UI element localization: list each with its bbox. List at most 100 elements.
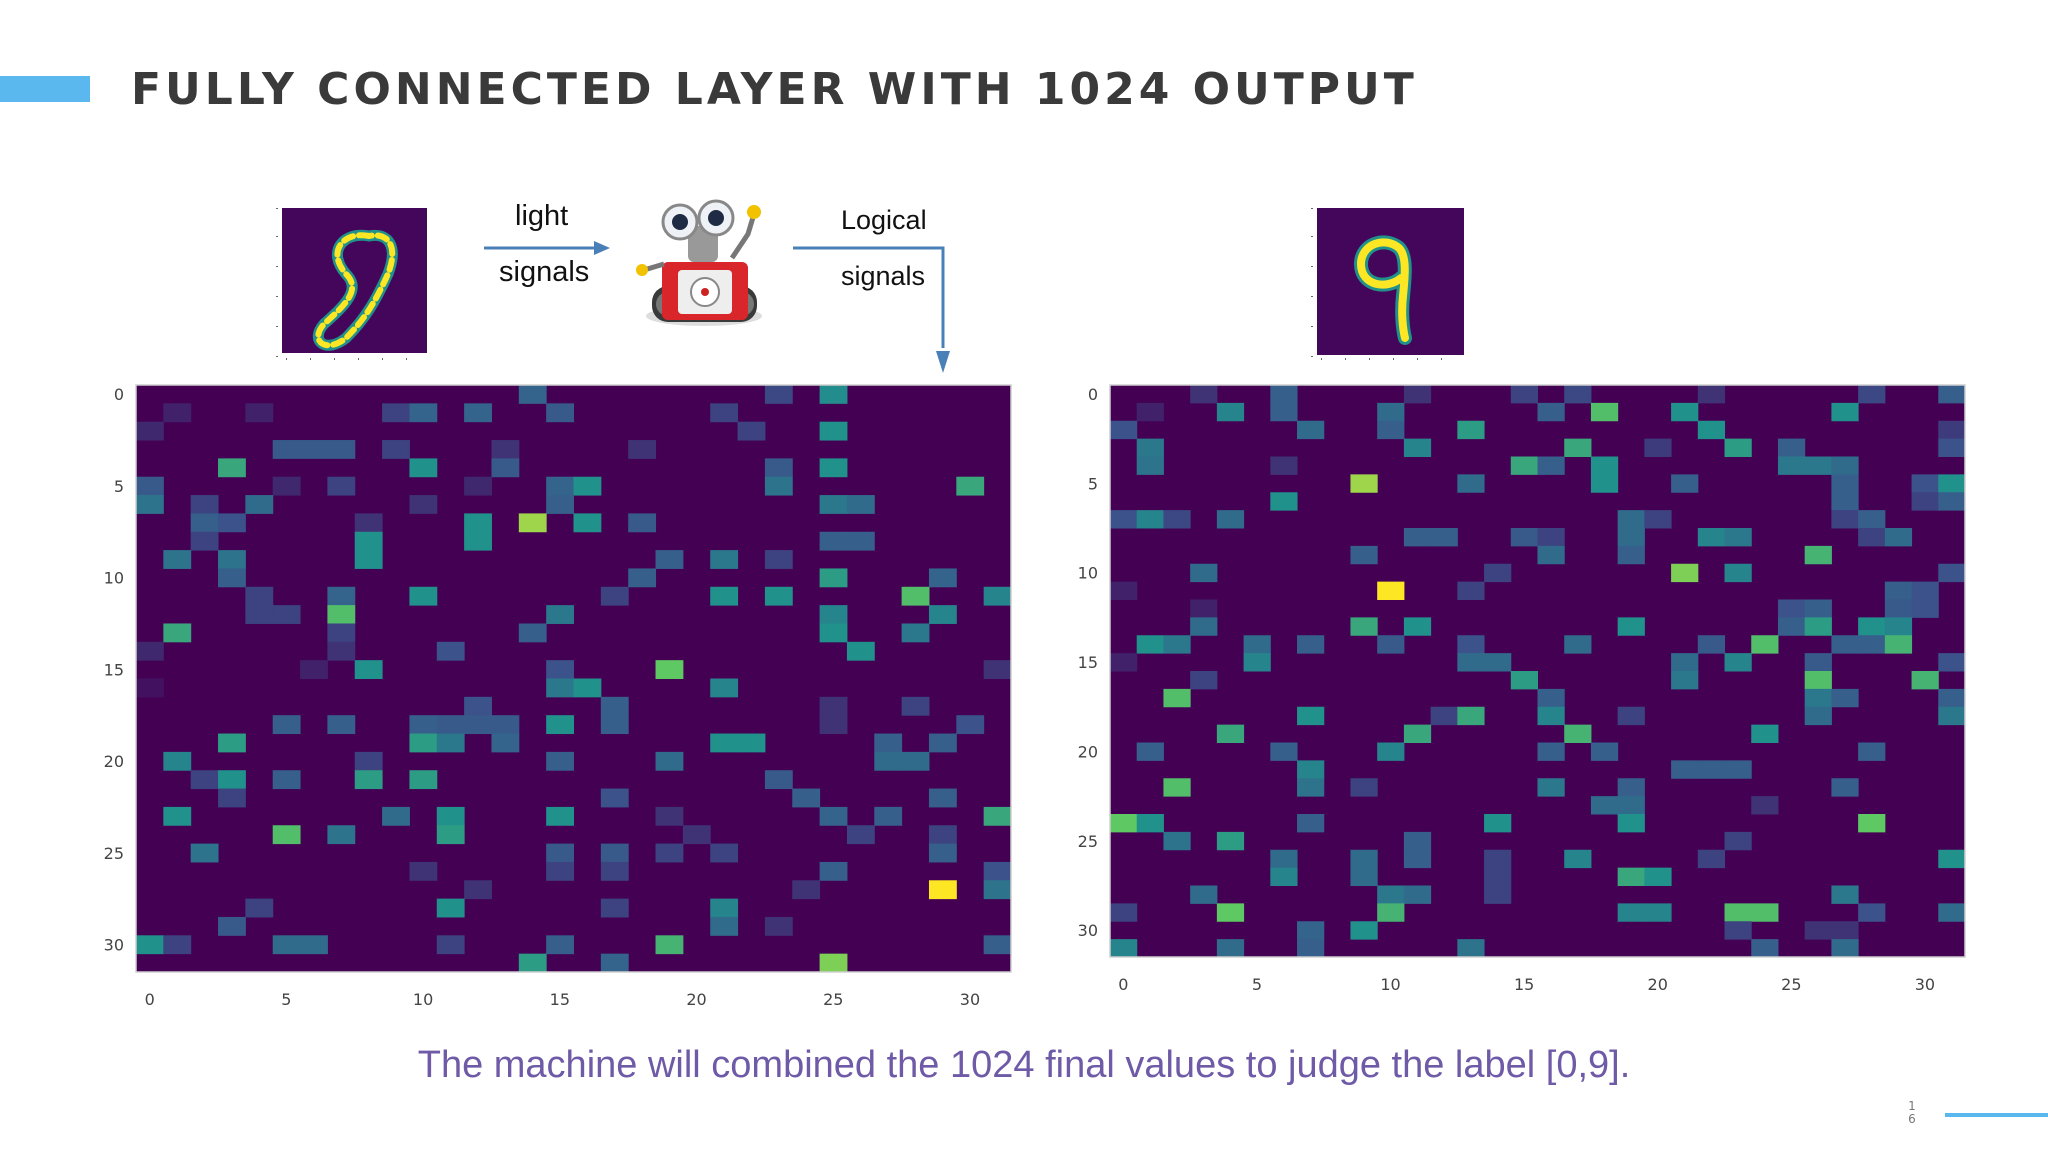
heatmap-cell	[1724, 438, 1752, 457]
heatmap-cell	[1831, 688, 1859, 708]
heatmap-cell	[819, 715, 848, 735]
heatmap-cell	[1590, 402, 1619, 422]
heatmap-cell	[846, 531, 875, 551]
heatmap-cell	[1377, 420, 1405, 440]
heatmap-cell	[1510, 385, 1538, 404]
heatmap-cell	[874, 806, 903, 826]
heatmap-cell	[327, 586, 356, 606]
heatmap-cell	[1617, 796, 1645, 815]
heatmap-cell	[1644, 867, 1672, 886]
heatmap-cell	[1617, 510, 1645, 529]
heatmap-cell	[464, 476, 492, 496]
y-tick-label: 30	[1078, 921, 1098, 940]
heatmap-cell	[136, 641, 164, 661]
heatmap-cell	[1110, 653, 1138, 672]
heatmap-cell	[928, 568, 957, 588]
heatmap-cell	[628, 440, 657, 459]
heatmap-cell	[983, 861, 1012, 881]
heatmap-cell	[1831, 635, 1859, 654]
heatmap-cell	[819, 495, 848, 514]
heatmap-cell	[1617, 814, 1645, 833]
heatmap-cell	[983, 586, 1012, 606]
heatmap-cell	[1350, 849, 1378, 869]
heatmap-cell	[1350, 778, 1378, 797]
heatmap-cell	[327, 605, 356, 624]
y-tick-label: 10	[1078, 564, 1098, 583]
heatmap-cell	[245, 605, 274, 624]
heatmap-cell	[1858, 742, 1886, 761]
heatmap-cell	[1751, 635, 1779, 654]
heatmap-cell	[136, 678, 164, 698]
heatmap-cell	[573, 513, 602, 533]
heatmap-cell	[600, 898, 629, 918]
heatmap-cell	[1216, 831, 1245, 851]
heatmap-cell	[1216, 402, 1245, 422]
heatmap-cell	[1724, 653, 1752, 672]
heatmap-cell	[1484, 814, 1512, 833]
heatmap-cell	[354, 751, 383, 771]
heatmap-cell	[600, 696, 629, 716]
heatmap-cell	[546, 861, 574, 881]
heatmap-cell	[1403, 724, 1432, 743]
y-tick-label: 10	[104, 569, 124, 588]
heatmap-cell	[1350, 474, 1378, 493]
heatmap-cell	[382, 806, 410, 826]
heatmap-cell	[1938, 903, 1966, 922]
heatmap-cell	[190, 843, 219, 863]
heatmap-cell	[928, 733, 957, 753]
heatmap-cell	[1804, 545, 1832, 565]
heatmap-cell	[600, 861, 629, 881]
heatmap-cell	[1510, 528, 1538, 547]
heatmap-cell	[600, 843, 629, 863]
y-tick-label: 0	[1088, 385, 1098, 404]
x-tick-label: 10	[413, 990, 433, 1009]
heatmap-cell	[546, 476, 574, 496]
heatmap-cell	[710, 916, 739, 936]
heatmap-cell	[1858, 528, 1886, 547]
heatmap-cell	[1377, 402, 1405, 422]
heatmap-cell	[1484, 867, 1512, 886]
heatmap-cell	[409, 586, 438, 606]
heatmap-cell	[464, 531, 492, 551]
heatmap-cell	[1297, 814, 1325, 833]
heatmap-cell	[1884, 635, 1913, 654]
heatmap-cell	[436, 898, 465, 918]
heatmap-cell	[1644, 510, 1672, 529]
heatmap-cell	[1297, 635, 1325, 654]
heatmap-cell	[792, 880, 821, 900]
heatmap-cell	[218, 513, 246, 533]
heatmap-cell	[1457, 939, 1485, 958]
heatmap-cell	[710, 586, 739, 606]
heatmap-cell	[163, 623, 192, 643]
heatmap-cell	[983, 880, 1012, 900]
heatmap-cell	[409, 495, 438, 514]
heatmap-cell	[1510, 456, 1538, 475]
heatmap-cell	[573, 476, 602, 496]
heatmap-cell	[1243, 653, 1271, 672]
heatmap-cell	[1911, 474, 1939, 493]
heatmap-cell	[1724, 921, 1752, 940]
heatmap-cell	[1537, 545, 1565, 565]
heatmap-cell	[163, 935, 192, 955]
heatmap-cell	[1617, 617, 1645, 636]
heatmap-cell	[1163, 635, 1191, 654]
heatmap-cell	[464, 696, 492, 716]
heatmap-cell	[1777, 438, 1806, 457]
heatmap-cell	[1938, 849, 1966, 869]
heatmap-cell	[1617, 903, 1645, 922]
heatmap-cell	[436, 935, 465, 955]
heatmap-cell	[1590, 474, 1619, 493]
heatmap-cell	[1697, 760, 1726, 779]
heatmap-cell	[819, 531, 848, 551]
heatmap-cell	[1403, 617, 1432, 636]
heatmap-cell	[928, 788, 957, 808]
heatmap-cell	[874, 733, 903, 753]
heatmap-cell	[1671, 671, 1699, 690]
heatmap-cell	[436, 641, 465, 661]
heatmap-cell	[628, 513, 657, 533]
heatmap-cell	[764, 916, 793, 936]
y-tick-label: 25	[104, 844, 124, 863]
input-arrow-icon	[484, 241, 610, 255]
heatmap-cell	[1938, 563, 1966, 583]
heatmap-cell	[819, 605, 848, 624]
